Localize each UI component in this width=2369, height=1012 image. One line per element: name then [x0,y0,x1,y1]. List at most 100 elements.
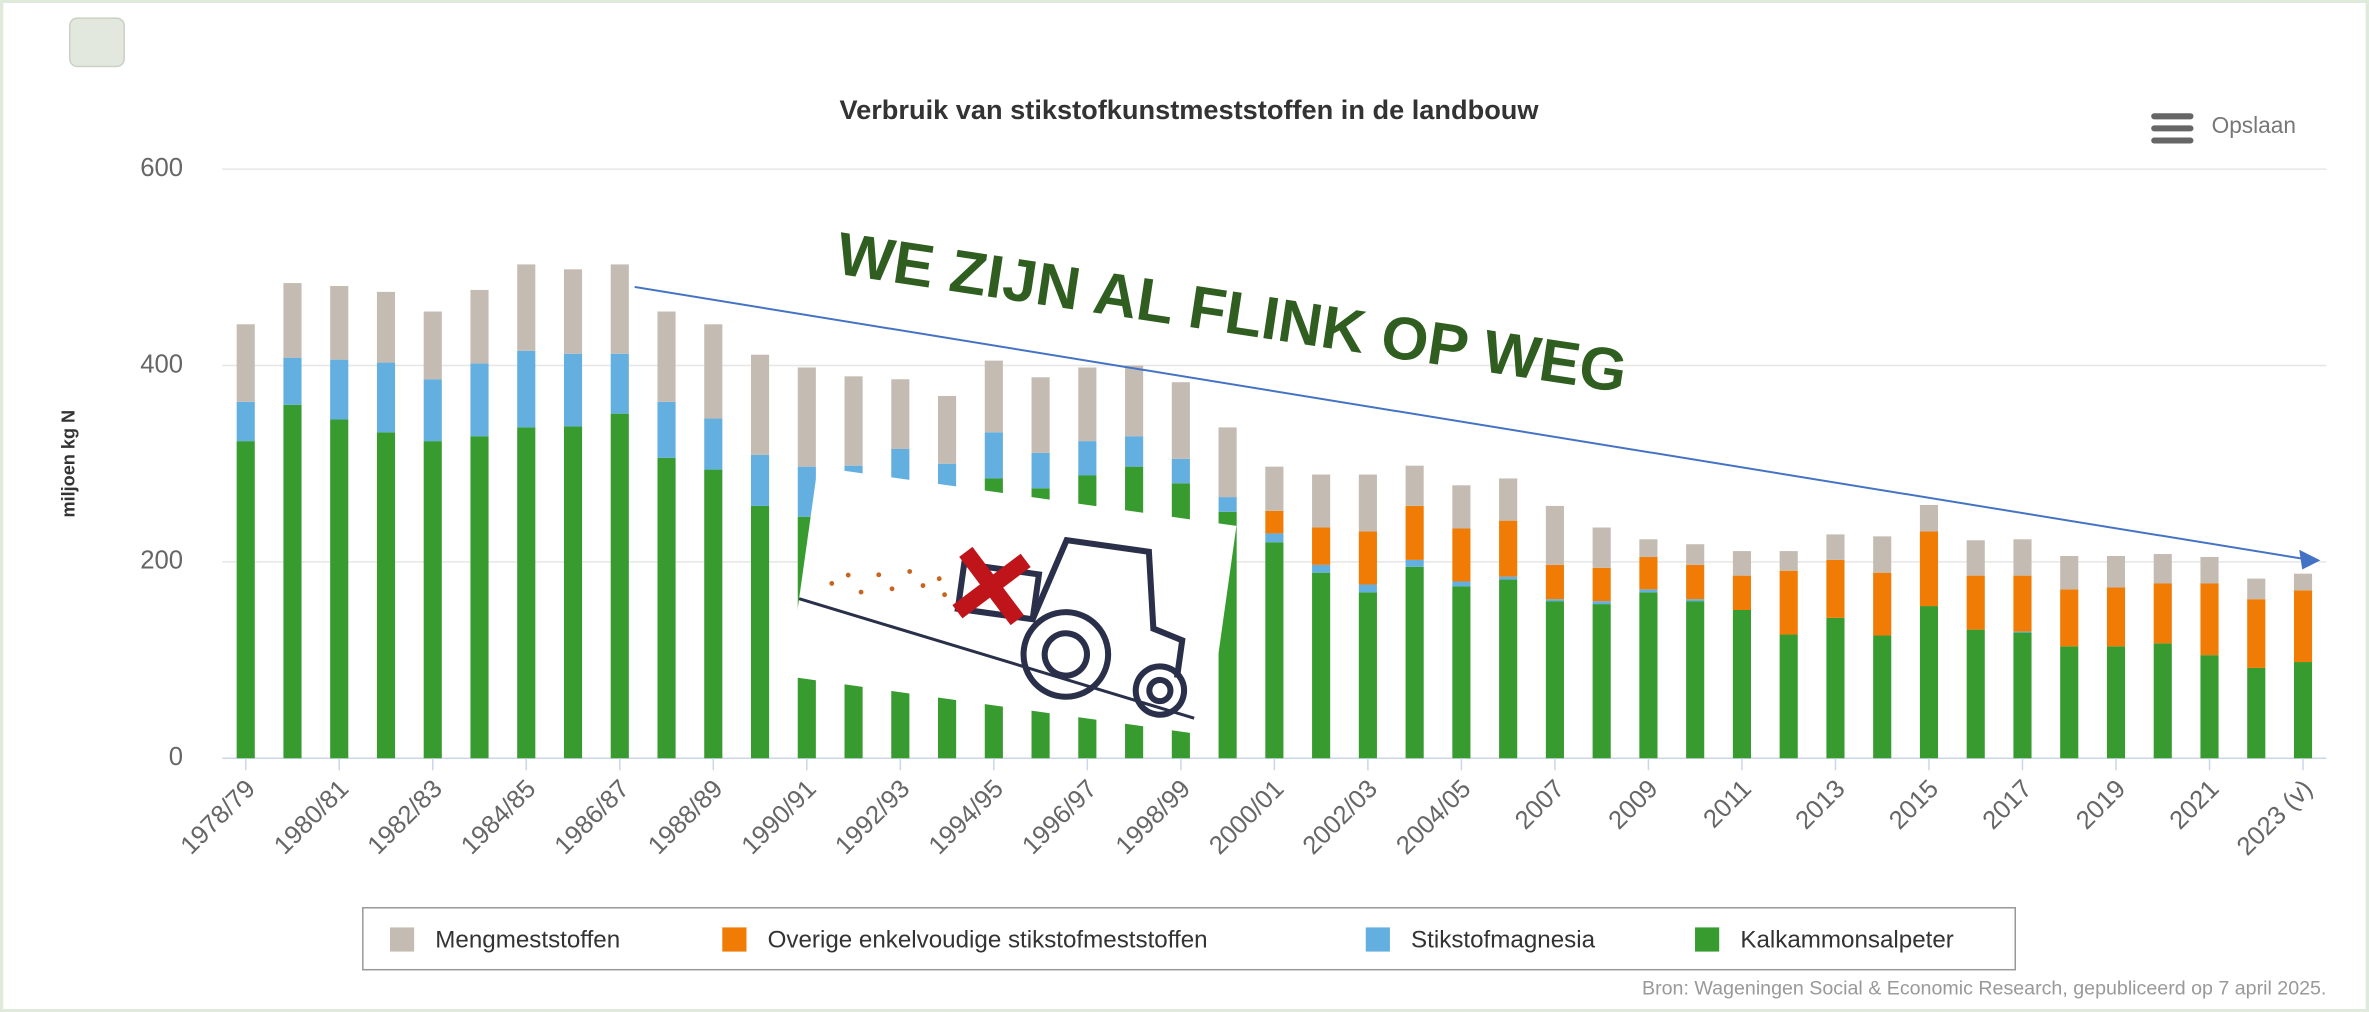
bar-segment [1967,630,1985,759]
bar-segment [1406,506,1424,560]
bar-segment [1780,635,1798,759]
bar-segment [517,264,535,350]
bar-segment [891,379,909,449]
bar-segment [2154,643,2172,758]
bar-segment [424,441,442,758]
bar-segment [2060,646,2078,758]
bar-segment [2247,599,2265,668]
bar-segment [283,405,301,758]
bar-segment [1452,485,1470,528]
bar-segment [1686,544,1704,565]
bar-segment [2107,587,2125,646]
bar-segment [1219,497,1237,512]
bar-segment [1686,601,1704,758]
bar-segment [517,351,535,428]
bar-segment [704,470,722,759]
bar-segment [1452,586,1470,758]
bar-segment [1078,441,1096,475]
bar-segment [1780,551,1798,571]
legend-swatch [1366,927,1390,951]
bar-segment [1826,618,1844,758]
bar-segment [2294,574,2312,591]
bar-segment [1499,577,1517,580]
legend-label: Kalkammonsalpeter [1740,926,1953,953]
bar-segment [1265,467,1283,511]
bar-segment [1546,506,1564,565]
bar-segment [657,458,675,758]
bar-segment [1172,459,1190,484]
legend-swatch [1695,927,1719,951]
bar-segment [2013,539,2031,575]
bar-segment [1406,567,1424,758]
bar-segment [2107,646,2125,758]
bar-segment [1967,576,1985,630]
y-tick-label: 400 [140,350,183,378]
bar-segment [938,396,956,464]
bar-segment [1172,382,1190,459]
bar-segment [1499,580,1517,759]
bar-segment [237,441,255,758]
bar-segment [424,379,442,441]
bar-segment [1546,599,1564,601]
bar-segment [1032,377,1050,453]
bar-segment [844,376,862,465]
legend-swatch [722,927,746,951]
bar-segment [1265,533,1283,542]
bar-segment [751,506,769,758]
bar-segment [2060,556,2078,589]
bar-segment [1406,466,1424,506]
bar-segment [1125,436,1143,466]
bar-segment [1593,528,1611,568]
bar-segment [377,432,395,758]
bar-segment [470,436,488,758]
source: Bron: Wageningen Social & Economic Resea… [1642,978,2326,1000]
bar-segment [2247,668,2265,758]
menu-label[interactable]: Opslaan [2212,112,2296,138]
bar-segment [1499,521,1517,577]
bar-segment [1639,539,1657,557]
bar-segment [1639,592,1657,758]
bar-segment [330,360,348,420]
bar-segment [2154,554,2172,583]
bar-segment [1078,367,1096,441]
bar-segment [2247,579,2265,600]
menu-icon [2151,137,2193,143]
bar-segment [424,312,442,380]
bar-segment [985,361,1003,433]
bar-segment [1593,601,1611,604]
bar-segment [283,358,301,405]
chart: Verbruik van stikstofkunstmeststoffen in… [0,0,2369,1012]
bar-segment [1452,529,1470,582]
bar-segment [611,414,629,759]
corner-button[interactable] [70,18,124,66]
bar-segment [2154,583,2172,643]
bar-segment [2013,633,2031,759]
bar-segment [611,264,629,353]
bar-segment [2013,632,2031,633]
bar-segment [517,427,535,758]
bar-segment [798,367,816,466]
bar-segment [1312,475,1330,528]
bar-segment [1639,557,1657,589]
bar-segment [330,286,348,360]
bar-segment [2107,556,2125,587]
chart-title: Verbruik van stikstofkunstmeststoffen in… [840,94,1540,125]
bar-segment [470,290,488,364]
y-tick-label: 0 [169,743,183,771]
bar-segment [1920,505,1938,532]
bar-segment [1312,573,1330,759]
bar-segment [1452,582,1470,587]
bar-segment [1873,573,1891,636]
bar-segment [657,402,675,458]
bar-segment [2200,583,2218,655]
bar-segment [1499,478,1517,520]
bar-segment [1219,427,1237,497]
bar-segment [377,363,395,433]
bar-segment [704,419,722,470]
bar-segment [1312,528,1330,565]
bar-segment [985,432,1003,478]
bar-segment [1265,542,1283,758]
bar-segment [2200,655,2218,758]
bar-segment [1733,610,1751,758]
legend-swatch [390,927,414,951]
